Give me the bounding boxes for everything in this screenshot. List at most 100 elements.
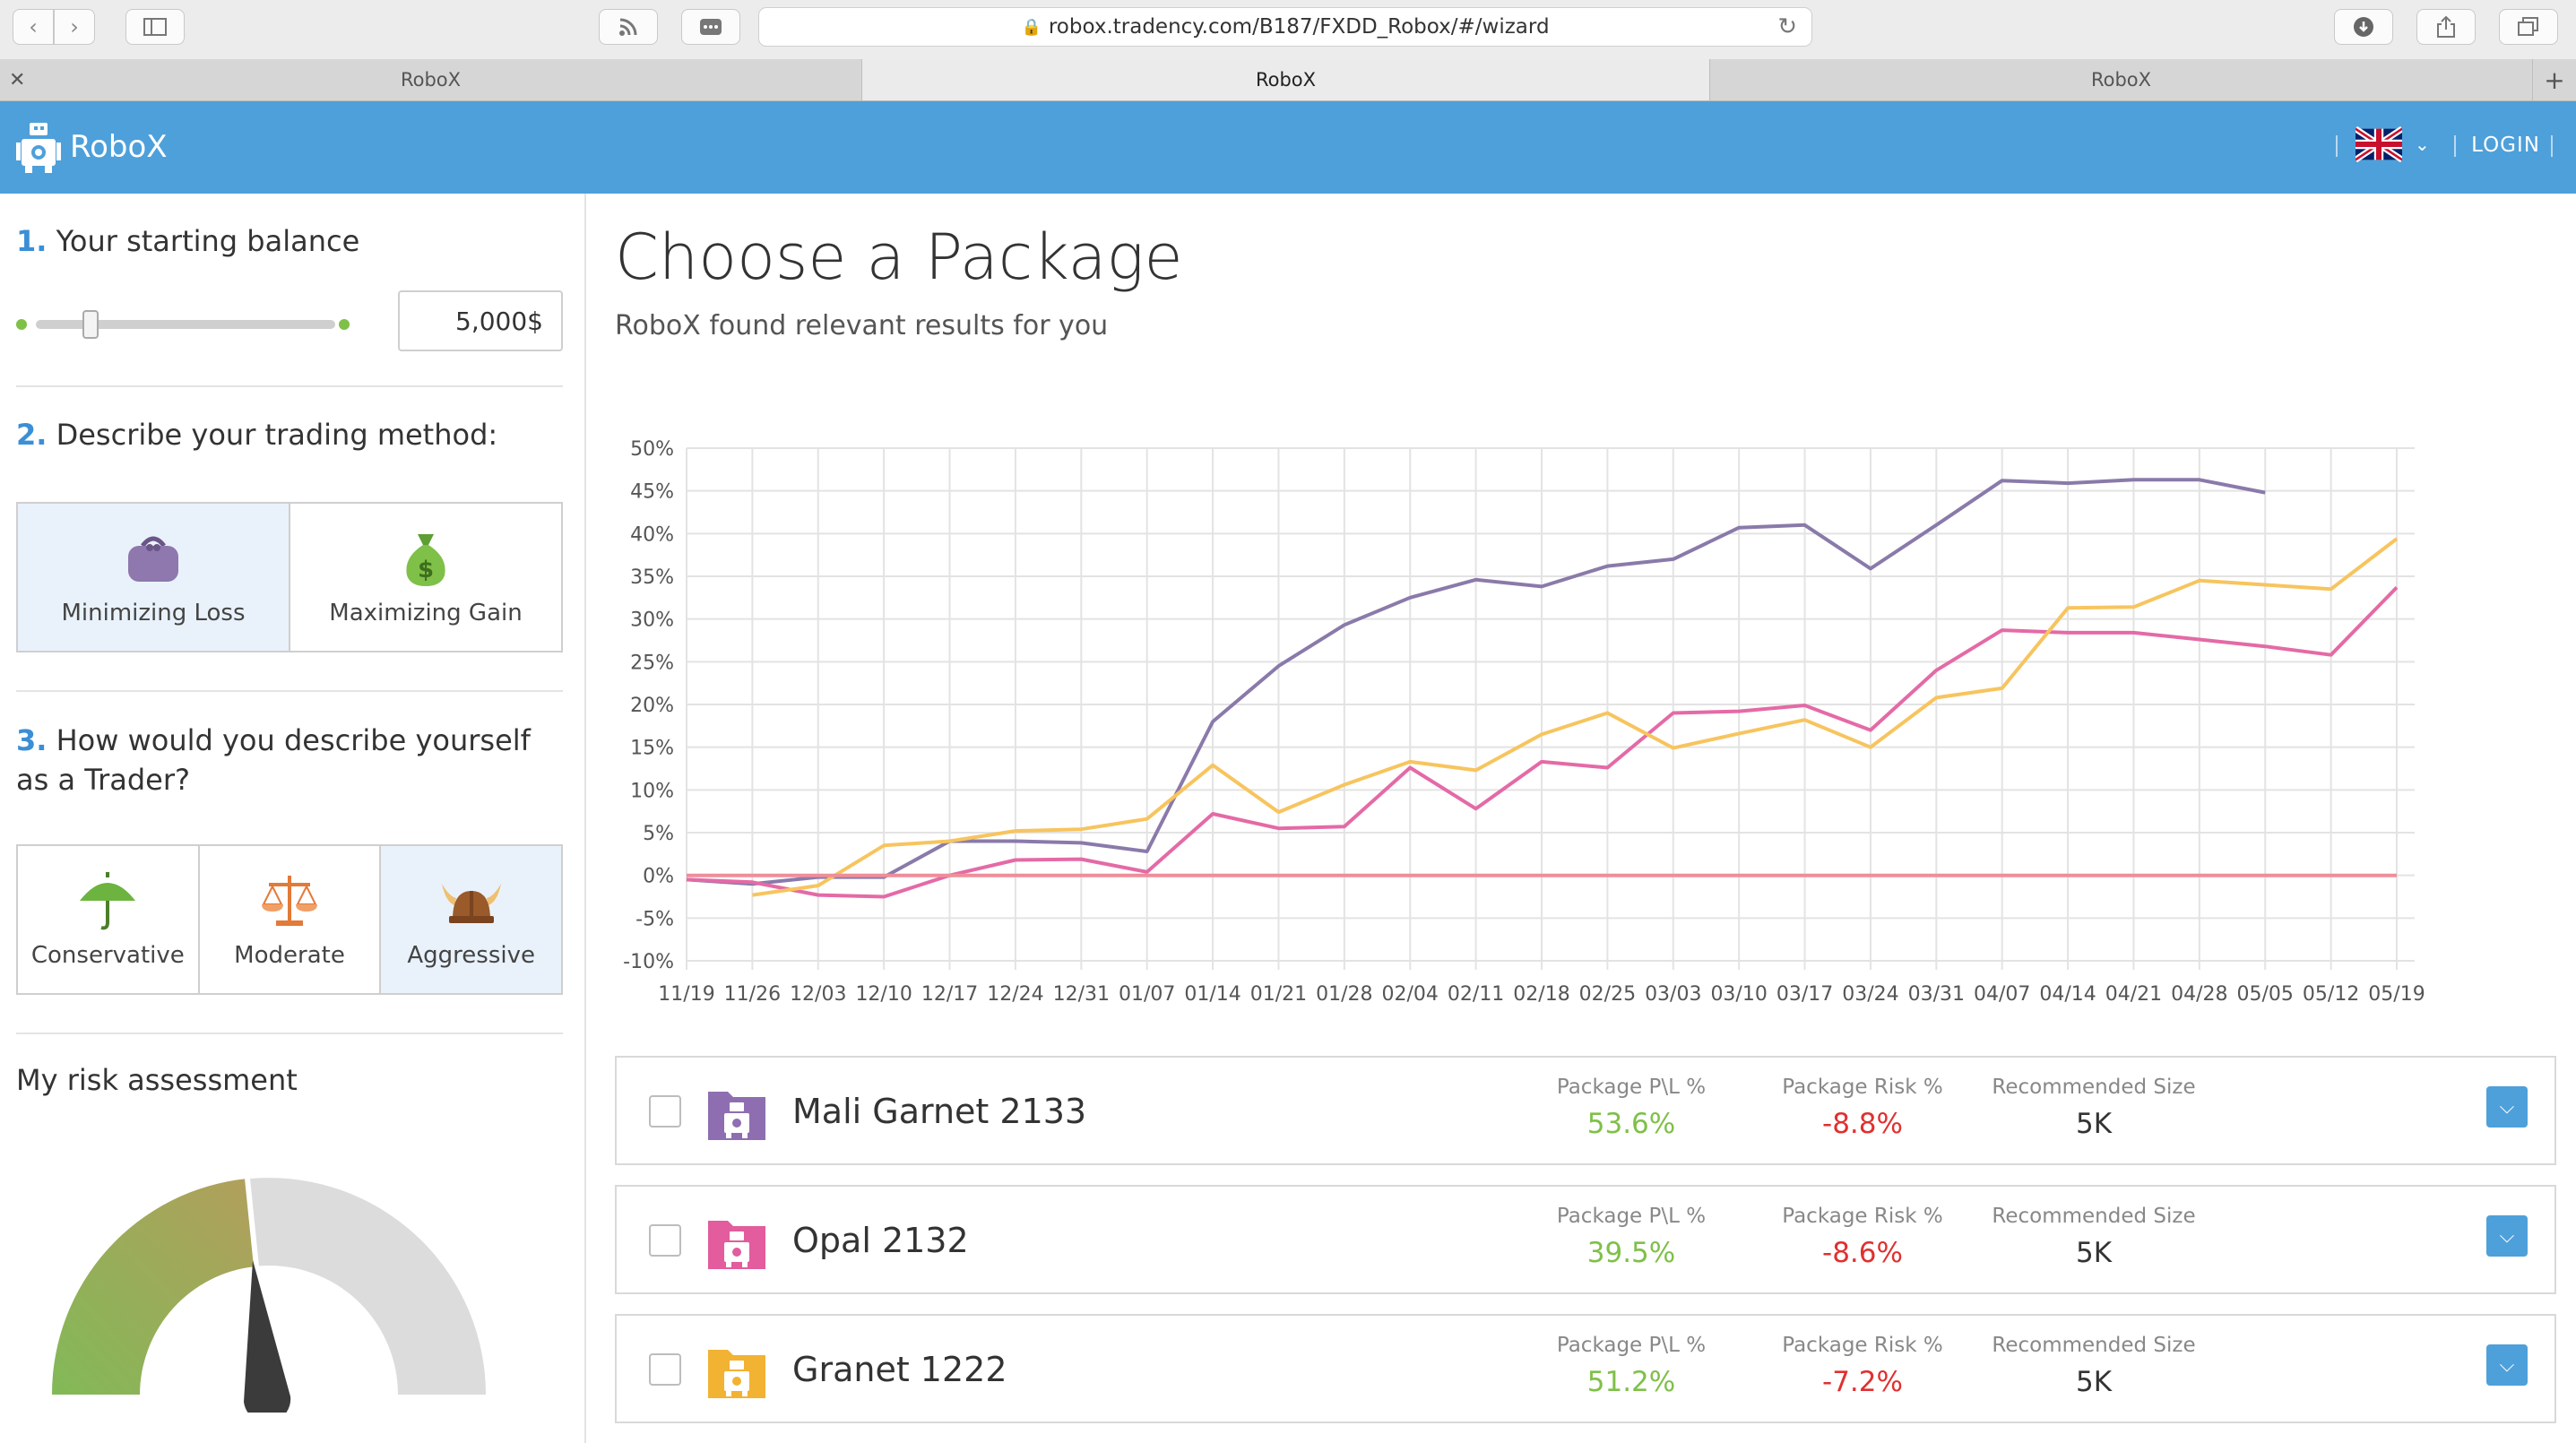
size-label: Recommended Size — [1992, 1334, 2196, 1357]
risk-value: -8.6% — [1822, 1237, 1903, 1269]
step-number: 1. — [16, 224, 48, 258]
back-button[interactable]: ‹ — [13, 9, 54, 45]
package-row[interactable]: Mali Garnet 2133 Package P\L % 53.6% Packag… — [615, 1056, 2556, 1165]
x-tick-label: 05/19 — [2368, 983, 2425, 1006]
x-tick-label: 12/17 — [921, 983, 978, 1006]
url-text: robox.tradency.com/B187/FXDD_Robox/#/wiz… — [1048, 15, 1550, 39]
series-line-1 — [686, 586, 2399, 899]
expand-package-button[interactable]: ⌵ — [2486, 1215, 2528, 1257]
pl-label: Package P\L % — [1556, 1205, 1707, 1228]
chevron-down-icon: ⌵ — [2499, 1095, 2515, 1119]
new-tab-button[interactable]: + — [2533, 59, 2576, 100]
sidebar-toggle-button[interactable] — [125, 9, 185, 45]
option-conservative[interactable]: Conservative — [18, 846, 200, 993]
gauge-fill — [51, 1179, 255, 1395]
x-tick-label: 01/28 — [1316, 983, 1372, 1006]
forward-button[interactable]: › — [54, 9, 95, 45]
package-row[interactable]: Opal 2132 Package P\L % 39.5% Package Risk … — [615, 1185, 2556, 1294]
package-row[interactable]: Granet 1222 Package P\L % 51.2% Package Ris… — [615, 1314, 2556, 1423]
expand-package-button[interactable]: ⌵ — [2486, 1344, 2528, 1386]
y-tick-label: 15% — [630, 738, 674, 760]
slider-track — [36, 320, 335, 329]
download-button[interactable] — [2334, 9, 2393, 45]
share-icon — [2437, 15, 2455, 38]
reload-icon[interactable]: ↻ — [1777, 13, 1797, 40]
package-checkbox[interactable] — [649, 1224, 681, 1257]
y-tick-label: -5% — [635, 908, 674, 930]
performance-chart: 50% 45% 40% 35% 30% 25% 20% 15% 10% 5% 0% -5% -10% 11… — [623, 438, 2425, 1006]
x-tick-label: 02/11 — [1448, 983, 1504, 1006]
x-tick-label: 02/18 — [1513, 983, 1569, 1006]
download-icon — [2354, 17, 2373, 37]
header-divider — [2336, 135, 2338, 157]
y-tick-label: -10% — [623, 951, 674, 973]
y-tick-label: 45% — [630, 481, 674, 504]
rss-button[interactable] — [599, 9, 658, 45]
browser-tab[interactable]: RoboX — [1710, 59, 2533, 100]
package-pl: Package P\L % 53.6% — [1524, 1076, 1739, 1140]
chevron-down-icon: ⌵ — [2499, 1224, 2515, 1248]
slider-handle[interactable] — [82, 310, 99, 339]
brand[interactable]: RoboX — [16, 121, 168, 173]
x-tick-label: 04/14 — [2039, 983, 2096, 1006]
package-size: Recommended Size 5K — [1986, 1205, 2201, 1269]
package-risk: Package Risk % -8.8% — [1755, 1076, 1970, 1140]
step-label: How would you describe yourself as a Tra… — [16, 723, 531, 797]
package-checkbox[interactable] — [649, 1095, 681, 1128]
step3-question: 3. How would you describe yourself as a … — [16, 721, 572, 799]
divider — [16, 690, 563, 692]
language-selector[interactable]: ⌄ — [2356, 126, 2430, 162]
rss-icon — [619, 18, 637, 36]
x-tick-label: 03/10 — [1710, 983, 1767, 1006]
x-tick-label: 05/05 — [2237, 983, 2294, 1006]
risk-label: Package Risk % — [1782, 1076, 1943, 1099]
package-checkbox[interactable] — [649, 1353, 681, 1386]
tab-title: RoboX — [1255, 69, 1317, 91]
step1-question: 1. Your starting balance — [16, 224, 359, 258]
address-bar[interactable]: 🔒 robox.tradency.com/B187/FXDD_Robox/#/w… — [758, 7, 1812, 47]
option-maximizing-gain[interactable]: $ Maximizing Gain — [290, 504, 561, 651]
chat-icon — [700, 19, 722, 35]
x-tick-label: 02/25 — [1579, 983, 1636, 1006]
balance-input[interactable]: 5,000$ — [398, 290, 563, 351]
svg-text:$: $ — [418, 557, 434, 583]
page-title: Choose a Package — [615, 220, 1183, 294]
x-tick-label: 11/26 — [724, 983, 781, 1006]
share-button[interactable] — [2416, 9, 2476, 45]
slider-max-dot — [339, 319, 350, 330]
y-tick-label: 50% — [630, 438, 674, 461]
risk-assessment-title: My risk assessment — [16, 1063, 298, 1097]
risk-label: Package Risk % — [1782, 1334, 1943, 1357]
purse-icon — [125, 528, 182, 591]
extension-button[interactable] — [681, 9, 740, 45]
money-bag-icon: $ — [400, 528, 452, 591]
robot-folder-icon — [708, 1092, 765, 1140]
close-tab-icon[interactable]: ✕ — [9, 68, 26, 91]
package-name: Opal 2132 — [792, 1221, 969, 1260]
package-size: Recommended Size 5K — [1986, 1076, 2201, 1140]
browser-tab[interactable]: ✕ RoboX — [0, 59, 862, 100]
y-tick-label: 0% — [643, 866, 674, 888]
x-tick-label: 05/12 — [2303, 983, 2359, 1006]
chevron-down-icon: ⌵ — [2499, 1353, 2515, 1377]
balance-slider[interactable] — [16, 310, 353, 339]
gauge-needle — [244, 1260, 291, 1413]
browser-toolbar: ‹ › 🔒 robox.tradency.com/B187/FXDD_Robox… — [0, 0, 2576, 60]
expand-package-button[interactable]: ⌵ — [2486, 1086, 2528, 1128]
y-tick-label: 40% — [630, 523, 674, 546]
login-link[interactable]: LOGIN — [2471, 134, 2540, 157]
option-moderate[interactable]: Moderate — [200, 846, 382, 993]
option-aggressive[interactable]: Aggressive — [381, 846, 562, 993]
package-pl: Package P\L % 39.5% — [1524, 1205, 1739, 1269]
option-minimizing-loss[interactable]: Minimizing Loss — [18, 504, 290, 651]
x-tick-label: 02/04 — [1382, 983, 1439, 1006]
x-tick-label: 12/10 — [855, 983, 912, 1006]
tabs-overview-button[interactable] — [2499, 9, 2558, 45]
browser-tab-active[interactable]: RoboX — [862, 59, 1710, 100]
y-tick-label: 20% — [630, 695, 674, 717]
x-tick-label: 01/14 — [1184, 983, 1240, 1006]
robot-logo-icon — [16, 123, 61, 173]
tab-title: RoboX — [400, 69, 462, 91]
chevron-down-icon: ⌄ — [2415, 134, 2430, 155]
size-value: 5K — [2075, 1108, 2113, 1140]
